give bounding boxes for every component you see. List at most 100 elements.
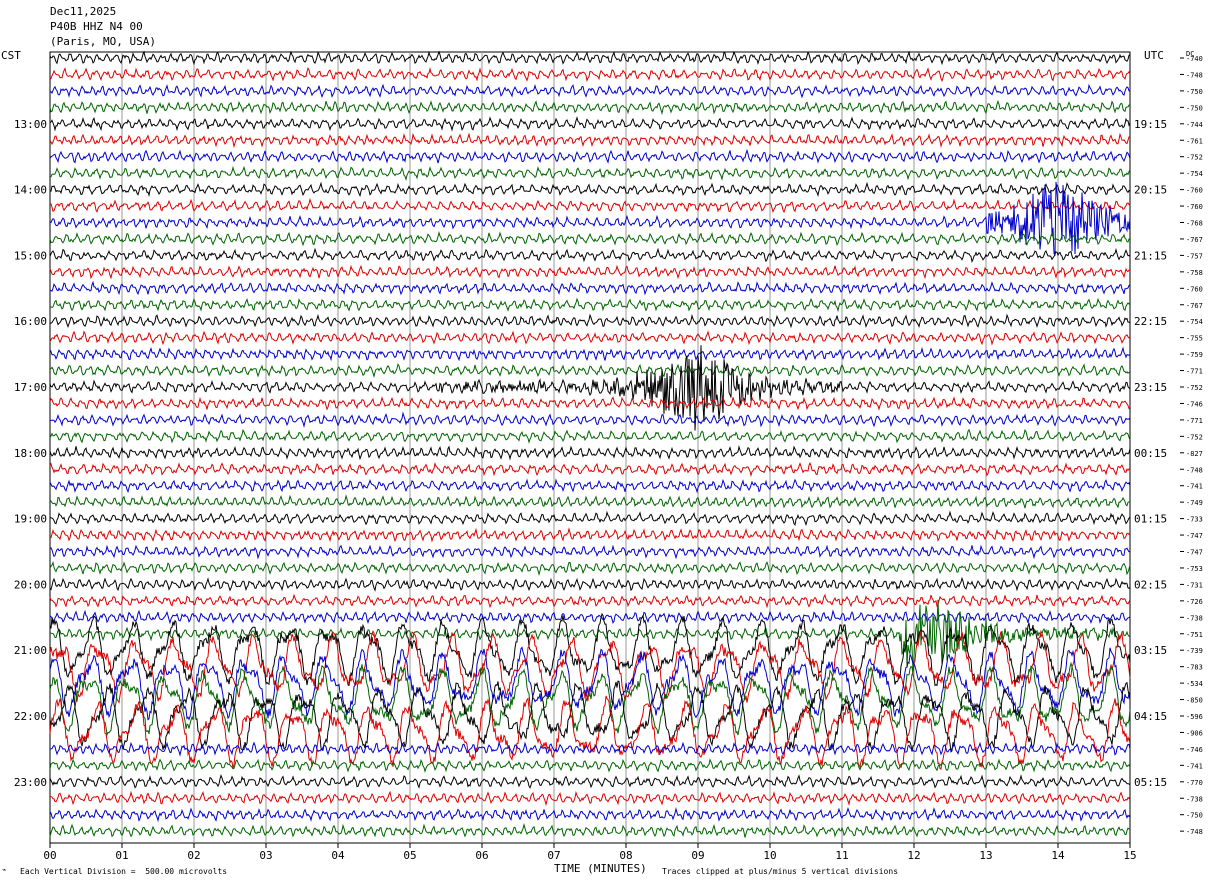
left-timezone-label: CST [1,49,21,62]
dc-offset-label: -739 [1186,647,1203,655]
trace-row [49,362,1131,379]
trace-row [49,661,1131,737]
dc-offset-label: -771 [1186,368,1203,376]
trace-row [49,695,1131,770]
dc-offset-label: -850 [1186,697,1203,705]
trace-row [50,527,1131,543]
trace-row [49,461,1131,478]
dc-offset-label: -596 [1186,713,1203,721]
dc-offset-label: -771 [1186,417,1203,425]
dc-offset-label: -746 [1186,746,1203,754]
scale-note: Each Vertical Division = 500.00 microvol… [20,867,228,876]
dc-offset-label: -754 [1186,318,1203,326]
dc-offset-label: -783 [1186,664,1203,672]
left-hour-label: 22:00 [14,710,47,723]
trace-row [49,758,1131,773]
dc-offset-label: -751 [1186,631,1203,639]
trace-row [49,741,1131,757]
trace-row [49,629,1131,704]
dc-offset-label: -748 [1186,466,1203,474]
dc-offset-label: -749 [1186,499,1203,507]
location-label: (Paris, MO, USA) [50,35,156,48]
plot-frame [49,51,1131,844]
trace-row [49,806,1131,823]
trace-row [49,494,1131,509]
left-hour-label: 15:00 [14,249,47,262]
trace-row [49,247,1131,264]
trace-row [49,822,1131,838]
trace-row [49,773,1131,790]
trace-row [49,132,1131,149]
dc-offset-label: -755 [1186,335,1203,343]
trace-row [49,444,1131,461]
left-hour-label: 21:00 [14,644,47,657]
dc-offset-label: -760 [1186,285,1203,293]
dc-offset-label: -761 [1186,137,1203,145]
dc-offset-label: -750 [1186,88,1203,96]
trace-row [49,609,1131,625]
trace-row [49,478,1131,494]
trace-row [49,612,1131,687]
dc-offset-label: -731 [1186,581,1203,589]
trace-row [49,297,1131,313]
trace-row [49,264,1131,280]
dc-offset-label: -534 [1186,680,1203,688]
scale-icon: ⌁ [2,866,7,874]
trace-row [49,83,1131,99]
trace-row [49,411,1131,428]
trace-row [49,510,1131,527]
left-hour-label: 17:00 [14,381,47,394]
dc-label: DC [1186,50,1195,58]
trace-row [49,561,1131,577]
trace-row [49,280,1131,296]
trace-row [49,67,1131,83]
trace-row [49,313,1131,329]
dc-offset-label: -770 [1186,779,1203,787]
x-tick-label: 11 [835,849,848,862]
x-tick-label: 10 [763,849,776,862]
dc-offset-label: -760 [1186,203,1203,211]
right-hour-label: 00:15 [1134,447,1167,460]
dc-offset-label: -757 [1186,252,1203,260]
dc-offset-label: -733 [1186,516,1203,524]
x-tick-label: 03 [259,849,272,862]
x-tick-label: 07 [547,849,560,862]
trace-row [49,197,1131,214]
clip-note: Traces clipped at plus/minus 5 vertical … [662,867,899,876]
right-hour-label: 01:15 [1134,513,1167,526]
dc-offset-label: -753 [1186,565,1203,573]
right-hour-label: 03:15 [1134,644,1167,657]
dc-offset-label: -752 [1186,433,1203,441]
x-tick-label: 15 [1123,849,1136,862]
x-tick-label: 13 [979,849,992,862]
trace-row [49,330,1131,346]
x-tick-label: 06 [475,849,488,862]
dc-offset-label: -759 [1186,351,1203,359]
trace-row [49,395,1131,411]
dc-offset-label: -746 [1186,400,1203,408]
dc-offset-label: -744 [1186,121,1203,129]
left-hour-label: 20:00 [14,578,47,591]
trace-row [49,346,1131,362]
left-hour-label: 19:00 [14,513,47,526]
right-hour-label: 02:15 [1134,578,1167,591]
right-hour-label: 19:15 [1134,118,1167,131]
right-hour-label: 21:15 [1134,249,1167,262]
trace-row [49,576,1131,592]
dc-offset-label: -752 [1186,384,1203,392]
x-tick-label: 09 [691,849,704,862]
x-tick-label: 05 [403,849,416,862]
dc-offset-label: -758 [1186,269,1203,277]
dc-offset-label: -747 [1186,532,1203,540]
trace-row [49,599,1131,673]
trace-row [49,544,1131,560]
trace-row [49,116,1131,132]
left-hour-label: 16:00 [14,315,47,328]
dc-offset-label: -748 [1186,71,1203,79]
trace-row [49,50,1131,66]
trace-row [49,181,1131,257]
dc-offset-label: -747 [1186,549,1203,557]
trace-row [49,345,1131,431]
x-tick-label: 12 [907,849,920,862]
x-tick-label: 14 [1051,849,1065,862]
